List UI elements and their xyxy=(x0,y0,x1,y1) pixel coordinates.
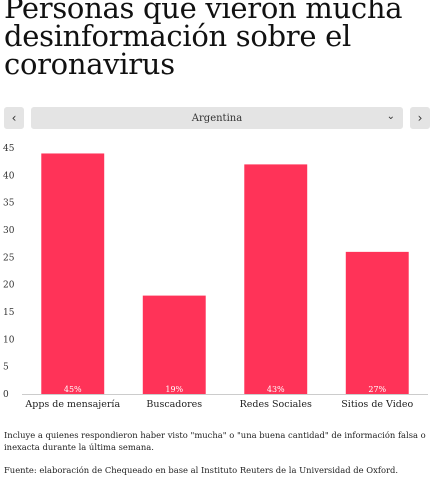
bar[interactable] xyxy=(345,251,409,394)
data-label: 27% xyxy=(368,385,386,394)
y-tick-label: 40 xyxy=(3,171,15,181)
x-tick-label: Buscadores xyxy=(146,399,202,410)
bar[interactable] xyxy=(41,153,105,394)
chart-title: Personas que vieron mucha desinformación… xyxy=(4,0,403,81)
data-label: 45% xyxy=(64,385,82,394)
bar-chart: 0 5 10 15 20 25 30 35 40 45 45% 19% 43% 27% Apps de … xyxy=(3,144,428,410)
y-tick-label: 30 xyxy=(3,226,15,236)
y-tick-label: 45 xyxy=(3,144,15,154)
bar[interactable] xyxy=(244,164,308,394)
data-label: 43% xyxy=(267,385,285,394)
chevron-down-icon: ⌄ xyxy=(386,111,395,122)
y-tick-label: 25 xyxy=(3,253,15,263)
footnote: Incluye a quienes respondieron haber vis… xyxy=(4,430,426,452)
x-tick-label: Sitios de Video xyxy=(341,399,413,410)
x-tick-label: Redes Sociales xyxy=(240,399,312,410)
country-select[interactable]: Argentina ⌄ xyxy=(31,107,403,129)
next-button[interactable]: › xyxy=(410,107,430,129)
data-label: 19% xyxy=(165,385,183,394)
y-tick-label: 35 xyxy=(3,199,15,209)
y-tick-label: 15 xyxy=(3,308,15,318)
x-axis: Apps de mensajería Buscadores Redes Social… xyxy=(24,399,413,410)
y-tick-label: 5 xyxy=(3,363,9,373)
y-tick-label: 0 xyxy=(3,390,9,400)
country-select-value: Argentina xyxy=(191,112,243,124)
y-tick-label: 20 xyxy=(3,281,15,291)
bars: 45% 19% 43% 27% xyxy=(41,153,409,394)
bar[interactable] xyxy=(142,295,206,394)
country-controls: ‹ Argentina ⌄ › xyxy=(4,107,430,129)
x-tick-label: Apps de mensajería xyxy=(24,399,120,410)
y-axis: 0 5 10 15 20 25 30 35 40 45 xyxy=(3,144,15,400)
source-note: Fuente: elaboración de Chequeado en base… xyxy=(4,465,399,475)
previous-button[interactable]: ‹ xyxy=(4,107,24,129)
y-tick-label: 10 xyxy=(3,335,15,345)
